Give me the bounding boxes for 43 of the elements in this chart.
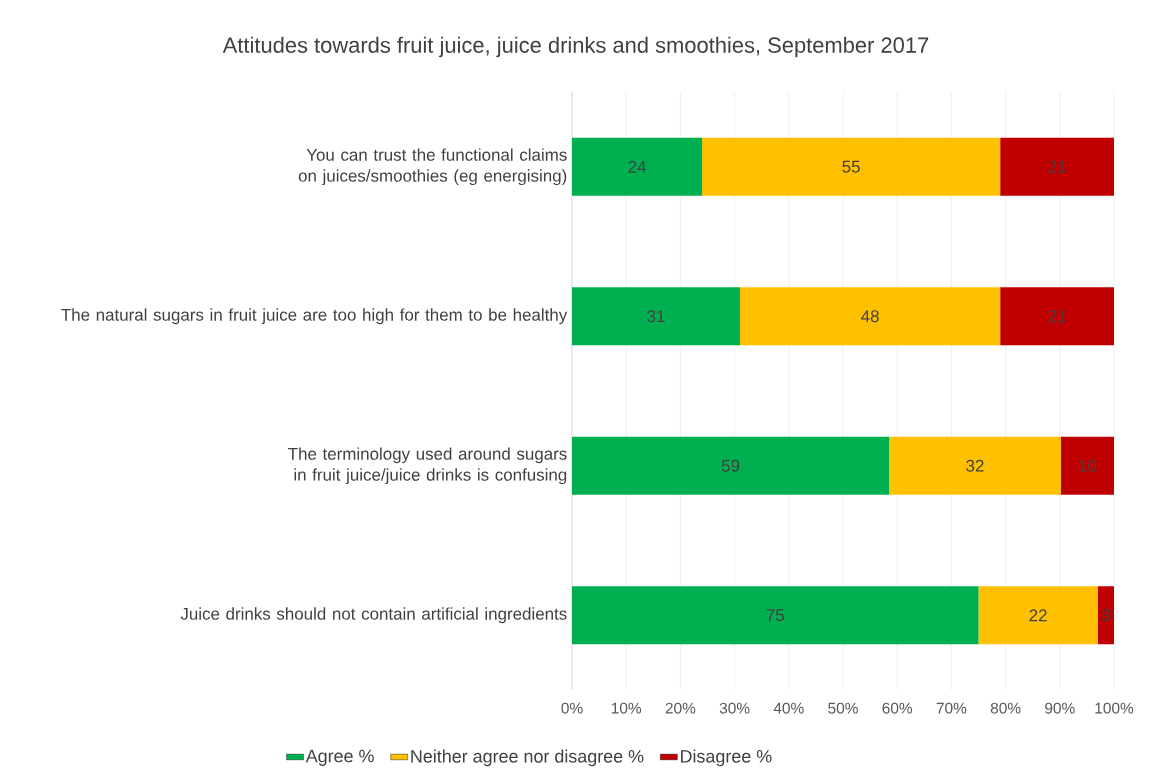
y-tick-label: Juice drinks should not contain artificial ingredients [180, 607, 567, 624]
data-label: 10 [1079, 459, 1097, 472]
bar [572, 436, 890, 495]
y-tick-label: The terminology used around sugars in fruit juice/juice drinks is confusing [288, 447, 567, 485]
bar [889, 436, 1061, 495]
bar [1097, 586, 1115, 645]
bar [702, 137, 1001, 196]
bar [978, 586, 1098, 645]
data-label: 55 [842, 160, 860, 173]
bar [572, 586, 979, 645]
x-tick-label: 90% [1045, 702, 1075, 714]
x-tick-label: 30% [719, 702, 750, 714]
x-tick-label: 100% [1095, 702, 1134, 714]
data-label: 21 [1048, 310, 1066, 323]
data-label: 22 [1029, 609, 1047, 622]
bar [1000, 287, 1115, 346]
data-label: 31 [647, 310, 665, 323]
x-tick-label: 50% [828, 702, 858, 714]
data-label: 21 [1048, 160, 1066, 173]
data-label: 48 [861, 310, 879, 323]
bar [1060, 436, 1115, 495]
x-tick-label: 80% [990, 702, 1021, 714]
data-label: 75 [766, 609, 784, 622]
x-tick-label: 70% [936, 702, 967, 714]
y-tick-label: The natural sugars in fruit juice are too high for them to be healthy [61, 308, 568, 325]
legend-label: Neither agree nor disagree % [411, 749, 644, 767]
chart-title: Attitudes towards fruit juice, juice drinks and smoothies, September 2017 [222, 36, 929, 58]
legend-label: Agree % [305, 749, 374, 766]
bar [572, 287, 741, 346]
x-tick-label: 20% [665, 702, 696, 714]
y-tick-label: You can trust the functional claims on juices/smoothies (eg energising) [298, 148, 567, 186]
legend-label: Disagree % [681, 749, 772, 767]
bar [1000, 137, 1115, 196]
x-tick-label: 60% [882, 702, 913, 714]
data-label: 3 [1101, 609, 1110, 622]
x-tick-label: 0% [561, 702, 583, 714]
bar [740, 287, 1001, 346]
data-label: 24 [628, 160, 646, 173]
data-label: 59 [721, 459, 740, 472]
x-tick-label: 10% [611, 702, 642, 714]
data-label: 32 [966, 459, 984, 472]
x-tick-label: 40% [773, 702, 804, 714]
bar [572, 137, 703, 196]
